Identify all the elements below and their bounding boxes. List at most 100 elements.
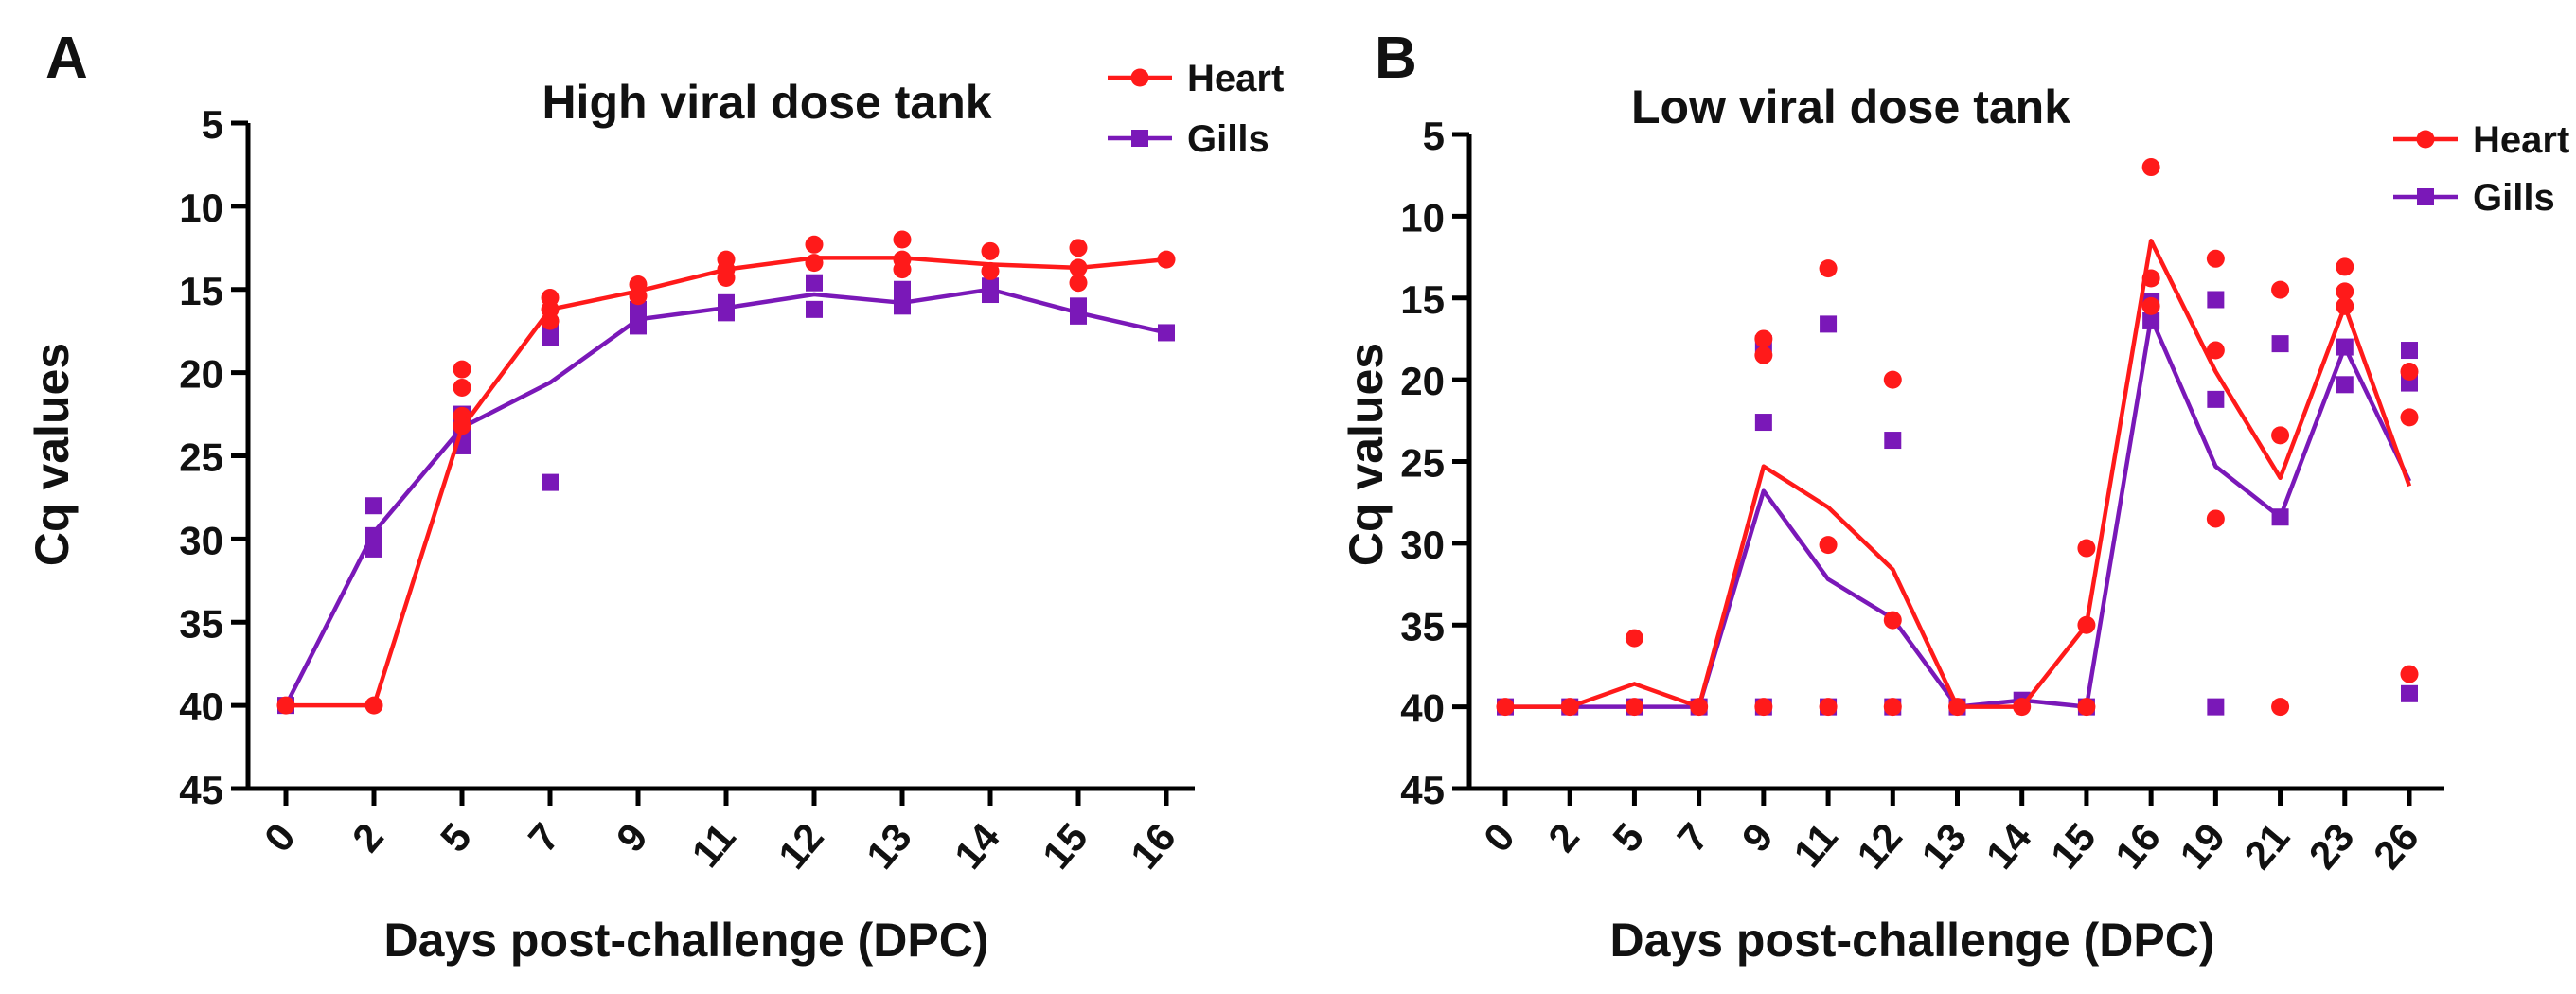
data-point-heart-b <box>2077 539 2096 558</box>
y-tick-label-a: 40 <box>179 684 223 729</box>
y-axis-label-b: Cq values <box>1340 343 1393 566</box>
series-line-gills-a <box>283 287 1167 707</box>
data-point-gills-b <box>2401 684 2418 702</box>
data-point-heart-a <box>805 254 824 273</box>
x-tick-label-b: 5 <box>1604 815 1652 861</box>
data-point-heart-b <box>1754 329 1773 348</box>
data-point-heart-b <box>2077 615 2096 634</box>
data-point-heart-b <box>2141 296 2160 315</box>
x-tick-label-b: 23 <box>2301 815 2363 878</box>
data-point-gills-a <box>365 526 382 544</box>
x-tick-label-b: 13 <box>1912 815 1975 878</box>
data-point-heart-a <box>805 235 824 254</box>
data-point-heart-b <box>2077 698 2096 717</box>
data-point-heart-b <box>1754 698 1773 717</box>
data-point-heart-b <box>1819 536 1838 555</box>
data-point-gills-a <box>982 286 999 304</box>
x-tick-label-b: 7 <box>1669 815 1717 861</box>
x-tick-label-b: 21 <box>2235 815 2298 878</box>
y-tick-label-b: 45 <box>1400 768 1445 812</box>
chart-panel-a: A High viral dose tank 5 10 15 20 25 30 35 40 45 0 2… <box>26 26 1284 967</box>
x-axis-label-b: Days post-challenge (DPC) <box>1609 914 2214 967</box>
x-tick-label-a: 11 <box>683 815 744 876</box>
legend-label-gills-a: Gills <box>1187 118 1270 160</box>
data-point-gills-a <box>806 274 823 292</box>
data-point-heart-b <box>2400 362 2419 381</box>
data-point-heart-b <box>1883 370 1902 389</box>
x-tick-label-b: 9 <box>1733 815 1782 861</box>
data-point-heart-b <box>2271 698 2290 717</box>
data-point-heart-a <box>893 230 912 249</box>
data-point-gills-b <box>2271 508 2289 526</box>
x-tick-label-a: 13 <box>858 815 920 878</box>
x-tick-label-a: 16 <box>1122 815 1184 878</box>
data-point-gills-b <box>2207 291 2225 309</box>
x-tick-label-a: 15 <box>1034 815 1096 878</box>
data-point-heart-a <box>1069 258 1088 277</box>
data-point-gills-b <box>1754 414 1772 432</box>
data-point-heart-b <box>1754 346 1773 364</box>
data-point-heart-a <box>453 417 471 435</box>
x-tick-label-a: 0 <box>256 815 304 861</box>
data-point-gills-b <box>2271 335 2289 353</box>
data-point-gills-b <box>1820 315 1838 333</box>
data-point-heart-b <box>2400 408 2419 427</box>
legend-marker-gills-b <box>2417 188 2434 205</box>
data-point-gills-a <box>365 497 382 515</box>
data-point-heart-b <box>1948 698 1966 717</box>
x-tick-label-b: 0 <box>1475 815 1523 861</box>
panel-label-a: A <box>45 26 88 91</box>
data-point-gills-a <box>806 300 823 318</box>
data-point-heart-a <box>364 696 383 715</box>
data-point-gills-a <box>894 297 911 315</box>
x-tick-label-b: 16 <box>2106 815 2169 878</box>
data-point-heart-a <box>893 260 912 279</box>
data-point-heart-b <box>1496 698 1515 717</box>
data-point-heart-b <box>2013 698 2032 717</box>
data-point-gills-a <box>718 304 735 322</box>
legend-label-heart-a: Heart <box>1187 58 1284 99</box>
data-point-heart-a <box>453 360 471 379</box>
y-tick-label-b: 10 <box>1400 195 1445 240</box>
panel-label-b: B <box>1375 26 1417 91</box>
y-tick-label-b: 35 <box>1400 604 1445 648</box>
data-point-heart-b <box>1625 629 1643 648</box>
data-point-gills-b <box>2142 311 2160 329</box>
data-point-heart-b <box>1883 698 1902 717</box>
data-point-heart-b <box>2206 341 2225 360</box>
x-tick-label-b: 26 <box>2365 815 2427 878</box>
x-tick-label-a: 12 <box>770 815 832 878</box>
y-tick-label-b: 30 <box>1400 523 1445 567</box>
data-point-heart-b <box>1560 698 1579 717</box>
data-point-heart-a <box>981 261 1000 280</box>
data-point-heart-b <box>1819 259 1838 278</box>
data-point-heart-a <box>717 268 736 287</box>
data-point-heart-a <box>629 287 648 306</box>
x-tick-label-a: 9 <box>608 815 656 861</box>
y-tick-label-a: 20 <box>179 352 223 397</box>
data-point-heart-b <box>2271 280 2290 299</box>
x-tick-label-b: 19 <box>2171 815 2233 878</box>
data-point-gills-a <box>630 300 647 318</box>
data-point-gills-b <box>2336 376 2354 394</box>
data-point-heart-a <box>1069 274 1088 293</box>
data-point-gills-a <box>542 328 559 346</box>
y-tick-label-b: 15 <box>1400 277 1445 322</box>
x-tick-label-b: 11 <box>1785 815 1846 876</box>
x-tick-label-b: 15 <box>2042 815 2105 878</box>
y-tick-label-b: 40 <box>1400 686 1445 731</box>
data-point-gills-a <box>894 280 911 298</box>
x-tick-label-b: 12 <box>1848 815 1910 878</box>
data-point-heart-b <box>2141 158 2160 177</box>
data-point-heart-b <box>1883 611 1902 630</box>
y-tick-label-a: 45 <box>179 768 223 812</box>
y-tick-label-b: 20 <box>1400 359 1445 403</box>
data-point-gills-a <box>1070 307 1087 325</box>
x-tick-label-a: 14 <box>946 814 1008 877</box>
y-tick-label-a: 5 <box>202 102 223 147</box>
data-point-gills-b <box>2401 342 2418 360</box>
data-point-heart-b <box>2400 665 2419 683</box>
data-point-heart-b <box>2336 257 2354 276</box>
